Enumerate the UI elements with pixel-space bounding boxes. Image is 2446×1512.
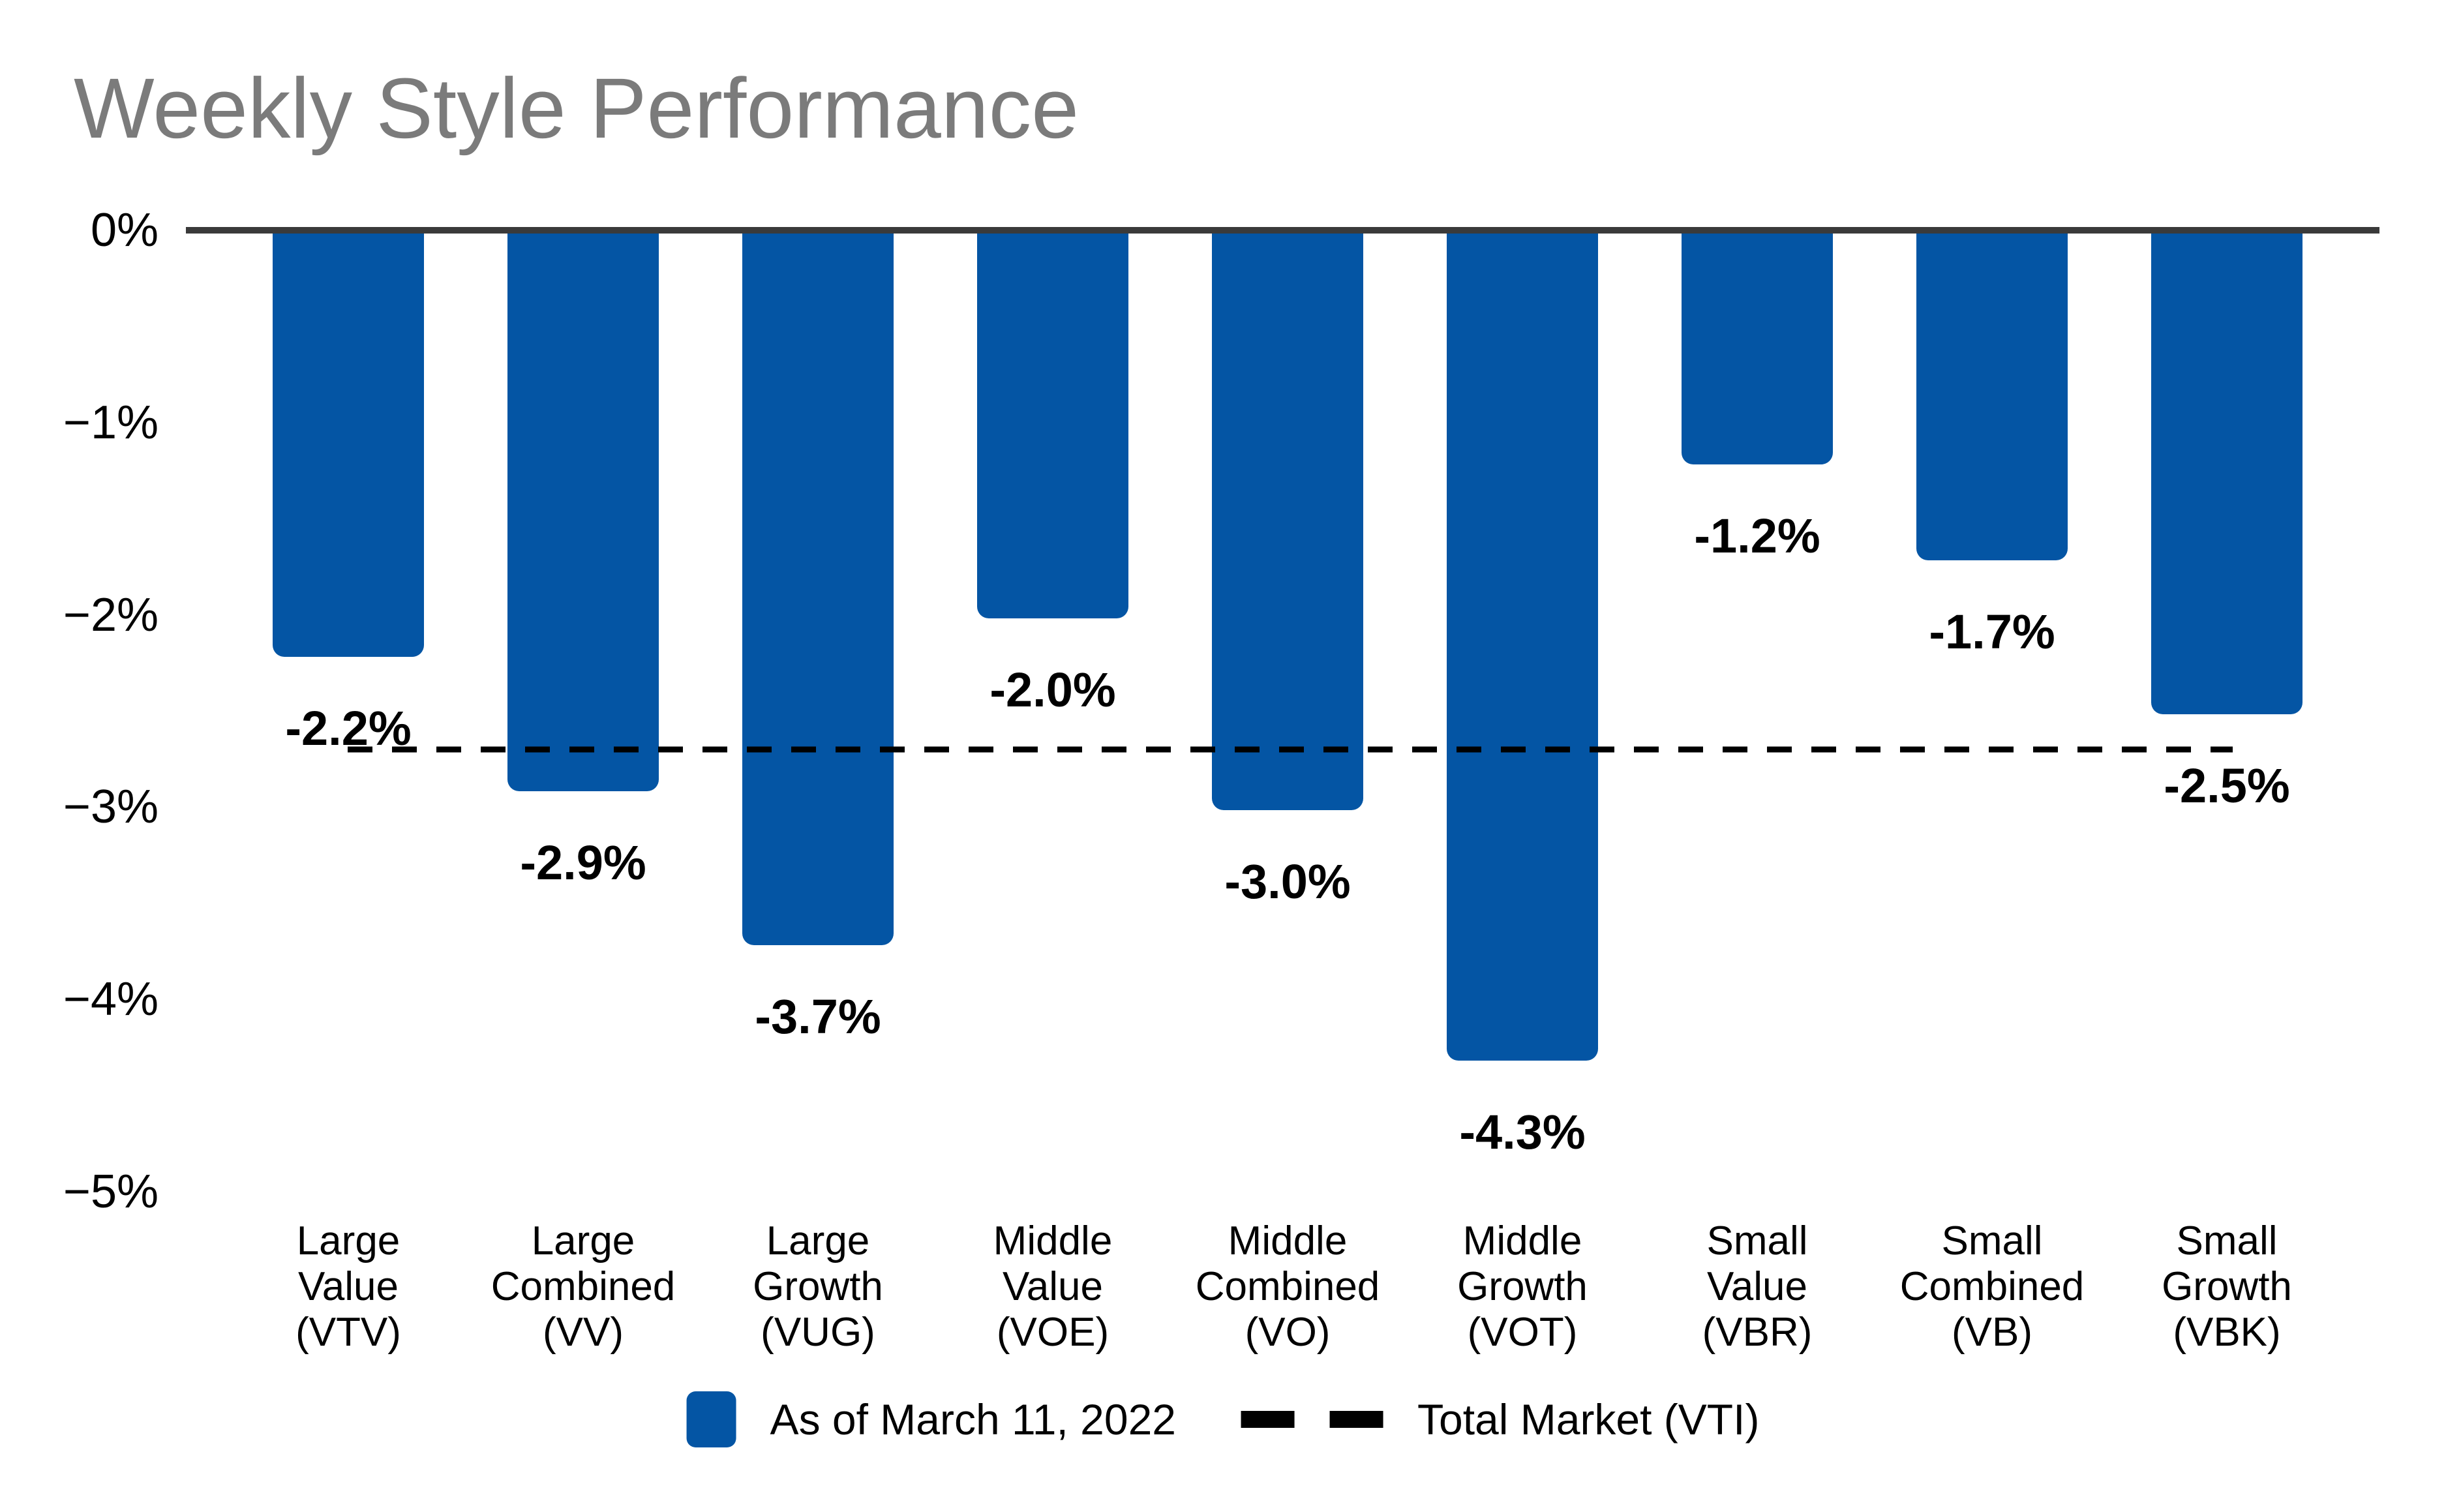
x-category-label-line: Combined (1195, 1264, 1380, 1309)
x-category-label-line: (VBK) (2173, 1310, 2281, 1355)
bar-value-label: -1.7% (1929, 605, 2055, 659)
bar (1447, 230, 1598, 1061)
x-category-label: Small Value (VBR) (1640, 1218, 1875, 1355)
bar-value-label: -3.7% (755, 989, 881, 1044)
x-category-label-line: (VOT) (1467, 1310, 1578, 1355)
chart-title: Weekly Style Performance (74, 60, 1080, 156)
x-category-label-line: (VOE) (996, 1310, 1110, 1355)
legend-swatch-series (686, 1391, 736, 1447)
y-tick-label: −4% (63, 973, 159, 1026)
x-category-label: Middle Growth (VOT) (1405, 1218, 1640, 1355)
x-category-label: Middle Value (VOE) (935, 1218, 1170, 1355)
x-category-label-line: Combined (491, 1264, 676, 1309)
x-category-label-line: Value (1707, 1264, 1807, 1309)
bar (1682, 230, 1833, 464)
bar (977, 230, 1128, 618)
bar-value-label: -4.3% (1459, 1104, 1586, 1159)
x-category-label-line: Combined (1899, 1264, 2085, 1309)
x-category-label-line: (VO) (1245, 1310, 1331, 1355)
bar (507, 230, 659, 791)
legend-dashed-line-marker (1241, 1411, 1384, 1428)
x-category-label-line: (VUG) (761, 1310, 875, 1355)
x-category-label-line: Middle (1228, 1218, 1348, 1263)
legend-dash-segment (1241, 1411, 1295, 1428)
x-category-label-line: Middle (993, 1218, 1113, 1263)
x-category-label-line: (VTV) (295, 1310, 401, 1355)
bar-value-label: -3.0% (1224, 854, 1351, 909)
bar-value-label: -2.2% (285, 701, 412, 755)
x-category-label: Small Combined (VB) (1875, 1218, 2109, 1355)
bar (742, 230, 894, 945)
x-category-label-line: Large (766, 1218, 870, 1263)
x-category-label-line: (VBR) (1702, 1310, 1813, 1355)
x-category-label: Large Combined (VV) (466, 1218, 701, 1355)
legend: As of March 11, 2022 Total Market (VTI) (686, 1390, 1760, 1449)
x-category-label-line: Value (298, 1264, 399, 1309)
x-category-label-line: Small (1941, 1218, 2043, 1263)
x-category-label-line: Large (531, 1218, 635, 1263)
y-tick-label: −2% (63, 588, 159, 641)
legend-label-as-of-date: As of March 11, 2022 (770, 1395, 1177, 1444)
x-category-label-line: (VV) (543, 1310, 624, 1355)
y-tick-label: −5% (63, 1166, 159, 1218)
x-category-label-line: Small (1706, 1218, 1808, 1263)
total-market-dashed-line (348, 746, 2233, 753)
bar (2151, 230, 2303, 714)
x-category-label: Middle Combined (VO) (1170, 1218, 1405, 1355)
bar-value-label: -2.9% (520, 835, 646, 890)
y-tick-label: −1% (63, 396, 159, 449)
y-tick-label: −3% (63, 781, 159, 834)
x-category-label-line: Large (296, 1218, 400, 1263)
x-category-label-line: Growth (753, 1264, 883, 1309)
x-category-label: Large Value (VTV) (231, 1218, 466, 1355)
bar (1212, 230, 1363, 811)
x-category-label-line: Growth (1457, 1264, 1588, 1309)
x-category-label-line: (VB) (1952, 1310, 2032, 1355)
bar (1916, 230, 2068, 561)
zero-baseline (186, 227, 2379, 234)
x-category-label: Large Growth (VUG) (701, 1218, 935, 1355)
x-category-label-line: Middle (1462, 1218, 1582, 1263)
bar-value-label: -1.2% (1694, 508, 1820, 563)
bar-value-label: -2.0% (989, 662, 1116, 717)
x-category-label-line: Small (2176, 1218, 2278, 1263)
legend-label-total-market: Total Market (VTI) (1417, 1395, 1760, 1444)
x-category-label-line: Growth (2162, 1264, 2292, 1309)
legend-dash-segment (1330, 1411, 1384, 1428)
bar-value-label: -2.5% (2164, 759, 2290, 813)
y-tick-label: 0% (90, 204, 159, 256)
bar (273, 230, 424, 657)
x-category-label: Small Growth (VBK) (2109, 1218, 2344, 1355)
x-category-label-line: Value (1003, 1264, 1103, 1309)
